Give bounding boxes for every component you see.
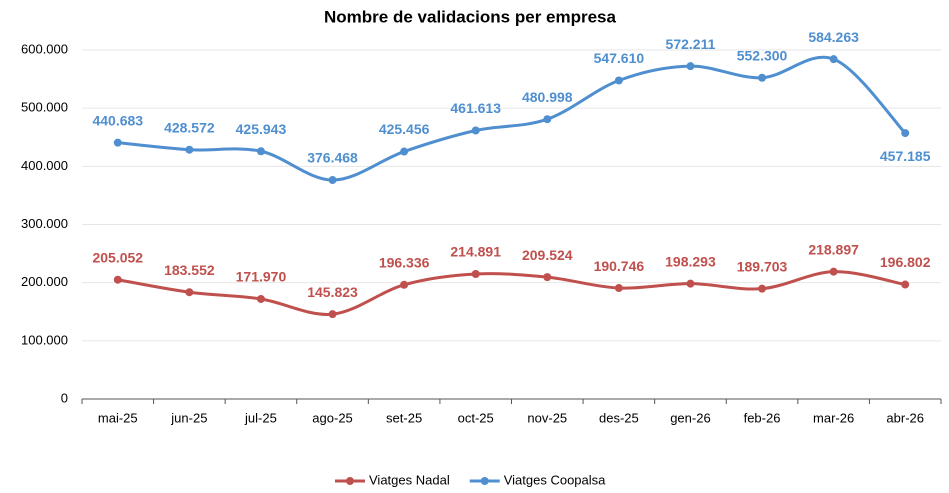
data-point <box>543 273 552 282</box>
data-label: 218.897 <box>808 241 859 257</box>
data-label: 196.336 <box>379 255 430 271</box>
data-label: 376.468 <box>307 150 358 166</box>
data-point <box>614 76 623 85</box>
legend: Viatges Nadal Viatges Coopalsa <box>335 472 606 487</box>
data-label: 584.263 <box>808 29 859 45</box>
chart-title: Nombre de validacions per empresa <box>324 7 616 26</box>
data-label: 205.052 <box>92 249 143 265</box>
data-label: 196.802 <box>880 254 931 270</box>
data-label: 183.552 <box>164 262 215 278</box>
data-label: 214.891 <box>450 244 501 260</box>
data-point <box>901 129 910 138</box>
x-tick-label: mar-26 <box>813 410 854 425</box>
data-label: 547.610 <box>594 50 645 66</box>
series-line <box>117 270 906 316</box>
y-tick-label: 300.000 <box>21 216 68 231</box>
x-tick-label: nov-25 <box>527 410 567 425</box>
data-point <box>758 284 767 293</box>
data-label: 190.746 <box>594 258 645 274</box>
data-label: 171.970 <box>236 269 287 285</box>
x-tick-label: jul-25 <box>244 410 277 425</box>
data-point <box>471 270 480 279</box>
data-label: 440.683 <box>92 112 143 128</box>
legend-marker <box>480 477 489 485</box>
legend-marker <box>346 477 354 485</box>
data-point <box>829 267 838 276</box>
x-tick-label: set-25 <box>386 410 422 425</box>
x-tick-label: jun-25 <box>170 410 207 425</box>
x-tick-label: ago-25 <box>312 410 352 425</box>
data-point <box>328 310 337 319</box>
data-label: 198.293 <box>665 253 716 269</box>
y-tick-label: 200.000 <box>21 274 68 289</box>
data-point <box>113 138 122 147</box>
data-point <box>328 176 337 185</box>
y-tick-label: 0 <box>61 390 68 405</box>
y-tick-label: 100.000 <box>21 332 68 347</box>
data-point <box>256 147 265 156</box>
series-line <box>117 55 907 182</box>
data-label: 189.703 <box>737 258 788 274</box>
data-point <box>471 126 480 135</box>
data-point <box>829 55 838 64</box>
data-point <box>901 280 910 289</box>
data-label: 552.300 <box>737 47 788 63</box>
data-label: 572.211 <box>666 36 716 52</box>
x-tick-label: mai-25 <box>98 410 138 425</box>
data-point <box>185 145 194 154</box>
y-tick-label: 400.000 <box>21 158 68 173</box>
data-point <box>543 115 552 124</box>
data-point <box>614 284 623 293</box>
data-label: 209.524 <box>522 247 573 263</box>
data-point <box>185 288 194 297</box>
data-label: 145.823 <box>307 284 358 300</box>
y-tick-label: 600.000 <box>21 41 68 56</box>
data-label: 428.572 <box>164 119 215 135</box>
data-label: 425.943 <box>236 121 287 137</box>
x-tick-label: feb-26 <box>744 410 781 425</box>
x-tick-label: des-25 <box>599 410 639 425</box>
data-point <box>686 62 695 71</box>
data-point <box>758 73 767 82</box>
data-point <box>256 294 265 303</box>
x-tick-label: abr-26 <box>886 410 924 425</box>
x-tick-label: oct-25 <box>458 410 494 425</box>
x-tick-label: gen-26 <box>670 410 710 425</box>
data-point <box>686 279 695 288</box>
legend-label: Viatges Coopalsa <box>504 472 606 487</box>
y-tick-label: 500.000 <box>21 100 68 115</box>
data-label: 457.185 <box>880 148 931 164</box>
data-point <box>400 280 409 289</box>
legend-label: Viatges Nadal <box>369 472 450 487</box>
data-label: 461.613 <box>450 100 501 116</box>
data-point <box>113 275 122 284</box>
data-point <box>400 147 409 156</box>
data-label: 480.998 <box>522 89 573 105</box>
data-label: 425.456 <box>379 121 430 137</box>
